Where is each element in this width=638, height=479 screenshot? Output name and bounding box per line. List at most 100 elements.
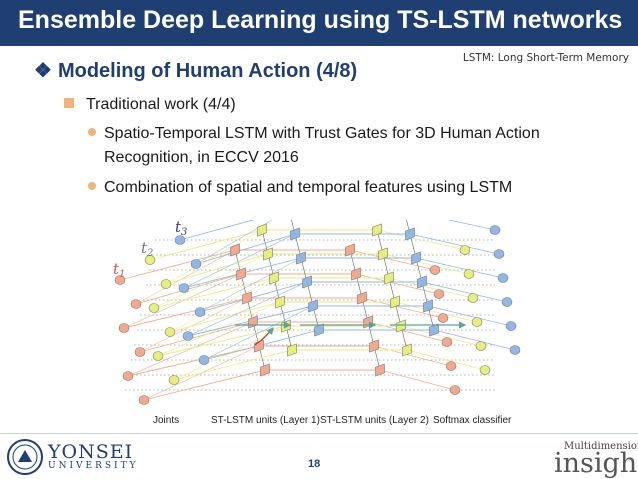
insight-logo-top: Multidimensional <box>564 441 638 452</box>
st-lstm-unit <box>269 271 279 285</box>
yonsei-logo-name: YONSEI <box>48 441 134 463</box>
st-lstm-unit <box>375 363 385 377</box>
section-heading-text: Modeling of Human Action (4/8) <box>57 60 358 82</box>
connection-line <box>394 301 478 323</box>
softmax-node <box>459 245 471 255</box>
connection-line <box>349 249 436 271</box>
softmax-node <box>471 317 483 327</box>
abbreviation-note: LSTM: Long Short-Term Memory <box>462 52 629 64</box>
softmax-node <box>505 321 517 331</box>
connection-line <box>388 277 474 299</box>
softmax-node <box>489 225 501 235</box>
level1-text: Traditional work (4/4) <box>86 96 236 113</box>
spatial-arrow <box>254 327 274 346</box>
time-label-t1: t1 <box>113 260 125 280</box>
connection-line <box>367 321 448 343</box>
joint-node <box>118 323 130 333</box>
caption-softmax: Softmax classifier <box>433 415 512 426</box>
st-lstm-unit <box>357 291 367 305</box>
connection-line <box>199 281 308 313</box>
joint-node <box>148 303 160 313</box>
softmax-node <box>463 269 475 279</box>
footer-divider <box>0 433 638 434</box>
joint-node <box>194 307 206 317</box>
connection-line <box>415 257 504 279</box>
connection-line <box>376 229 466 251</box>
connection-line <box>427 305 512 327</box>
connection-line <box>409 233 500 255</box>
st-lstm-diagram: t1 t2 t3 Joints ST-LSTM units (Layer 1) … <box>113 220 521 426</box>
connection-line <box>379 369 456 391</box>
joint-node <box>164 327 176 337</box>
joint-node <box>178 283 190 293</box>
st-lstm-unit <box>287 343 297 357</box>
st-lstm-unit <box>423 299 433 313</box>
softmax-node <box>475 341 487 351</box>
level1-item: Traditional work (4/4) <box>64 96 236 114</box>
yonsei-logo-sub: UNIVERSITY <box>48 461 139 471</box>
st-lstm-unit <box>351 267 361 281</box>
st-lstm-unit <box>302 275 312 289</box>
softmax-node <box>509 345 521 355</box>
st-lstm-unit <box>390 295 400 309</box>
connection-line <box>433 329 516 351</box>
connection-line <box>169 301 281 333</box>
connection-line <box>355 273 440 295</box>
softmax-node <box>433 289 445 299</box>
st-lstm-unit <box>429 323 439 337</box>
connection-lines <box>119 220 516 401</box>
softmax-node <box>445 361 457 371</box>
caption-layer2: ST-LSTM units (Layer 2) <box>320 415 429 426</box>
st-lstm-unit <box>296 251 306 265</box>
joint-node <box>130 299 142 309</box>
insight-logo-main: insight <box>554 448 638 479</box>
connection-line <box>173 349 293 381</box>
square-bullet-icon <box>64 98 74 108</box>
connection-line <box>179 220 255 241</box>
connection-line <box>165 253 269 285</box>
joint-node <box>174 235 186 245</box>
connection-line <box>400 325 482 347</box>
st-lstm-unit <box>308 299 318 313</box>
softmax-node <box>441 337 453 347</box>
connection-line <box>447 220 496 231</box>
page-number: 18 <box>308 458 321 470</box>
st-lstm-unit <box>411 251 421 265</box>
softmax-node <box>497 273 509 283</box>
joint-node <box>168 375 180 385</box>
st-lstm-unit <box>275 295 285 309</box>
connection-line <box>139 297 248 353</box>
connection-line <box>199 257 302 313</box>
connection-line <box>373 345 452 367</box>
title-bar <box>0 0 638 46</box>
time-label-t3: t3 <box>175 220 187 238</box>
joint-node <box>190 259 202 269</box>
connection-line <box>169 277 275 333</box>
connection-line <box>195 220 273 265</box>
st-lstm-unit <box>230 243 240 257</box>
caption-joints: Joints <box>153 415 179 426</box>
st-lstm-unit <box>260 363 270 377</box>
st-lstm-unit <box>405 227 415 241</box>
st-lstm-unit <box>417 275 427 289</box>
connection-line <box>421 281 508 303</box>
softmax-node <box>449 385 461 395</box>
caption-layer1: ST-LSTM units (Layer 1) <box>211 415 320 426</box>
st-lstm-unit <box>378 247 388 261</box>
st-lstm-unit <box>290 227 300 241</box>
connection-line <box>119 249 236 281</box>
joint-node <box>160 279 172 289</box>
softmax-node <box>467 293 479 303</box>
dot-bullet-icon <box>88 182 96 190</box>
bullet-item-2: Combination of spatial and temporal feat… <box>88 176 512 200</box>
bullet-item-1: Spatio-Temporal LSTM with Trust Gates fo… <box>88 122 540 170</box>
dot-bullet-icon <box>88 128 96 136</box>
connection-line <box>406 349 486 371</box>
connection-line <box>195 233 296 265</box>
st-lstm-unit <box>372 223 382 237</box>
connection-line <box>149 229 263 261</box>
softmax-node <box>429 265 441 275</box>
softmax-node <box>493 249 505 259</box>
st-lstm-unit <box>396 319 406 333</box>
bullet-1-line1: Spatio-Temporal LSTM with Trust Gates fo… <box>104 125 540 142</box>
